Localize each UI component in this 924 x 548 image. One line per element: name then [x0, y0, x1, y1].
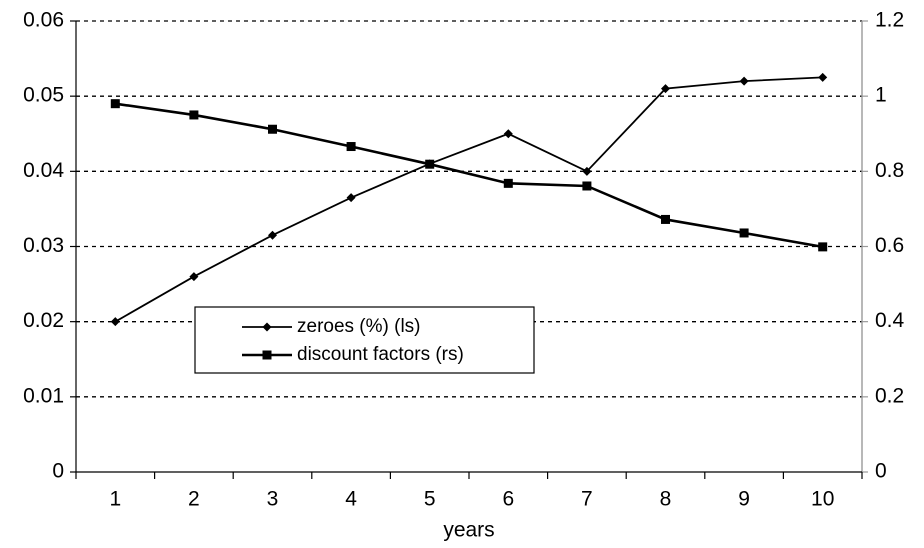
data-point-square: [425, 159, 435, 169]
data-point-diamond: [661, 84, 670, 94]
data-point-diamond: [189, 272, 199, 282]
data-point-diamond: [582, 166, 592, 176]
data-point-diamond: [503, 129, 513, 139]
y-right-tick-label: 0: [875, 460, 887, 483]
legend-marker-diamond: [262, 322, 272, 332]
data-point-diamond: [818, 72, 828, 82]
y-right-tick-label: 1.2: [875, 9, 904, 32]
legend-box: [194, 306, 535, 374]
y-right-tick-label: 0.2: [875, 384, 904, 407]
y-right-tick-label: 0.4: [875, 309, 905, 332]
y-left-tick-label: 0.04: [23, 159, 64, 182]
x-tick-label: 2: [188, 488, 200, 511]
data-point-square: [818, 242, 828, 252]
x-tick-label: 9: [738, 488, 750, 511]
y-left-tick-label: 0.02: [23, 309, 64, 332]
x-tick-label: 8: [660, 488, 672, 511]
data-point-square: [503, 178, 513, 188]
series-line-1: [114, 76, 823, 323]
y-right-tick-label: 0.8: [875, 159, 904, 182]
data-point-diamond: [110, 317, 120, 327]
y-left-tick-label: 0.05: [23, 84, 64, 107]
y-right-tick-label: 1: [875, 84, 887, 107]
data-point-square: [661, 214, 670, 224]
x-tick-label: 10: [811, 488, 834, 511]
data-point-square: [739, 228, 749, 238]
x-tick-label: 6: [502, 488, 514, 511]
y-left-tick-label: 0.06: [23, 9, 64, 32]
legend-marker-square: [262, 350, 272, 360]
y-right-tick-label: 0.6: [875, 234, 904, 257]
data-point-square: [268, 124, 277, 134]
legend-label: zeroes (%) (ls): [297, 316, 421, 337]
data-point-square: [189, 110, 199, 120]
x-tick-label: 7: [581, 488, 593, 511]
x-axis-title: years: [443, 519, 494, 542]
x-tick-label: 5: [424, 488, 436, 511]
x-tick-label: 3: [267, 488, 279, 511]
series-line-2: [115, 102, 823, 249]
y-left-tick-label: 0: [52, 460, 64, 483]
data-point-square: [110, 99, 120, 109]
x-tick-label: 4: [345, 488, 357, 511]
x-tick-label: 1: [109, 488, 121, 511]
data-point-diamond: [346, 193, 356, 203]
y-left-tick-label: 0.03: [23, 234, 64, 257]
data-point-diamond: [739, 76, 749, 86]
data-point-diamond: [268, 230, 277, 240]
data-point-square: [346, 142, 356, 152]
data-point-square: [582, 181, 592, 191]
legend-label: discount factors (rs): [297, 344, 464, 365]
y-left-tick-label: 0.01: [23, 384, 64, 407]
